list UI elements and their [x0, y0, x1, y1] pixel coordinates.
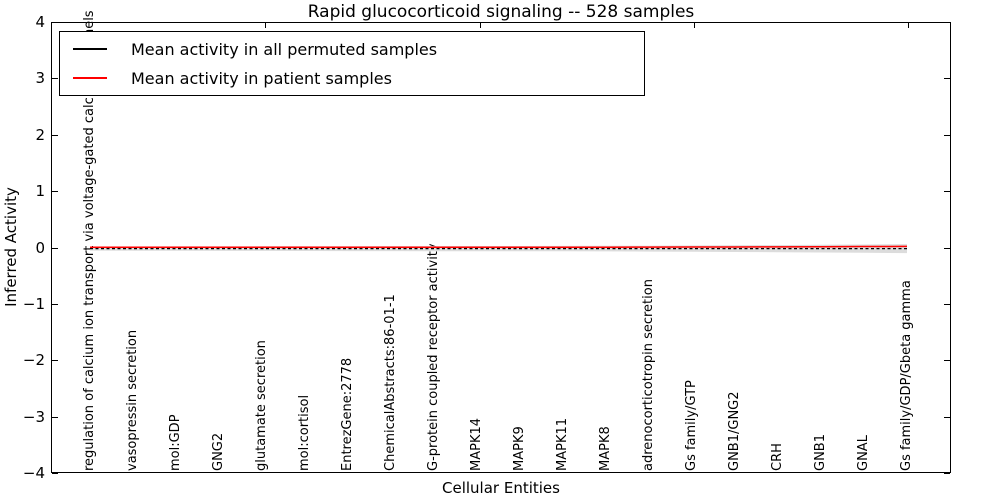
y-tick-mark-right: [944, 247, 950, 249]
x-tick-label: vasopressin secretion: [125, 329, 140, 471]
y-tick-label: −2: [22, 351, 45, 370]
x-tick-label: adrenocorticotropin secretion: [641, 279, 656, 471]
x-tick-mark-top: [694, 23, 695, 28]
y-tick-mark-right: [944, 360, 950, 362]
y-tick-label: 0: [35, 238, 45, 257]
x-tick-label: MAPK14: [469, 417, 484, 471]
x-tick-mark-top: [480, 23, 481, 28]
x-tick-label: ChemicalAbstracts:86-01-1: [383, 294, 398, 471]
x-tick-mark-top: [265, 23, 266, 28]
y-tick-mark-right: [944, 303, 950, 305]
y-tick-mark-left: [52, 22, 58, 23]
y-tick-label: 2: [35, 125, 45, 144]
y-tick-mark-right: [944, 473, 950, 474]
x-tick-label: G-protein coupled receptor activity: [426, 243, 441, 471]
x-tick-label: GNG2: [211, 432, 226, 471]
y-tick-mark-right: [944, 134, 950, 136]
x-tick-label: mol:cortisol: [297, 394, 312, 471]
y-tick-mark-left: [52, 78, 58, 80]
legend-label: Mean activity in patient samples: [131, 68, 392, 88]
y-tick-mark-left: [52, 416, 58, 418]
x-tick-mark-top: [908, 23, 909, 28]
x-tick-label: glutamate secretion: [254, 340, 269, 471]
x-tick-label: CRH: [770, 443, 785, 471]
x-tick-label: GNAL: [856, 435, 871, 471]
y-tick-label: −1: [22, 294, 45, 313]
x-tick-label: mol:GDP: [168, 414, 183, 471]
chart-title: Rapid glucocorticoid signaling -- 528 sa…: [307, 2, 695, 22]
y-tick-mark-right: [944, 191, 950, 193]
y-tick-mark-right: [944, 416, 950, 418]
legend-row: Mean activity in patient samples: [60, 67, 644, 89]
x-tick-label: EntrezGene:2778: [340, 357, 355, 471]
legend: Mean activity in all permuted samples Me…: [59, 31, 645, 96]
y-tick-mark-left: [52, 303, 58, 305]
x-tick-label: Gs family/GTP: [684, 380, 699, 471]
y-tick-mark-left: [52, 134, 58, 136]
x-tick-label: GNB1/GNG2: [727, 391, 742, 471]
y-tick-label: −4: [22, 464, 45, 482]
y-tick-mark-left: [52, 247, 58, 249]
x-tick-label: GNB1: [813, 434, 828, 471]
y-tick-label: 1: [35, 182, 45, 201]
y-tick-label: 4: [35, 13, 45, 31]
x-axis-label: Cellular Entities: [442, 479, 560, 497]
x-tick-label: MAPK8: [598, 426, 613, 471]
legend-label: Mean activity in all permuted samples: [131, 39, 438, 59]
legend-line-sample-red: [73, 77, 107, 79]
x-tick-label: Gs family/GDP/Gbeta gamma: [899, 280, 914, 471]
legend-row: Mean activity in all permuted samples: [60, 38, 644, 60]
x-tick-label: MAPK9: [512, 426, 527, 471]
legend-line-sample-black: [73, 48, 107, 50]
y-tick-label: 3: [35, 69, 45, 88]
y-tick-mark-left: [52, 473, 58, 474]
y-tick-mark-left: [52, 360, 58, 362]
y-tick-mark-right: [944, 78, 950, 80]
y-tick-mark-right: [944, 22, 950, 23]
y-tick-mark-left: [52, 191, 58, 193]
y-tick-label: −3: [22, 407, 45, 426]
x-tick-label: MAPK11: [555, 417, 570, 471]
